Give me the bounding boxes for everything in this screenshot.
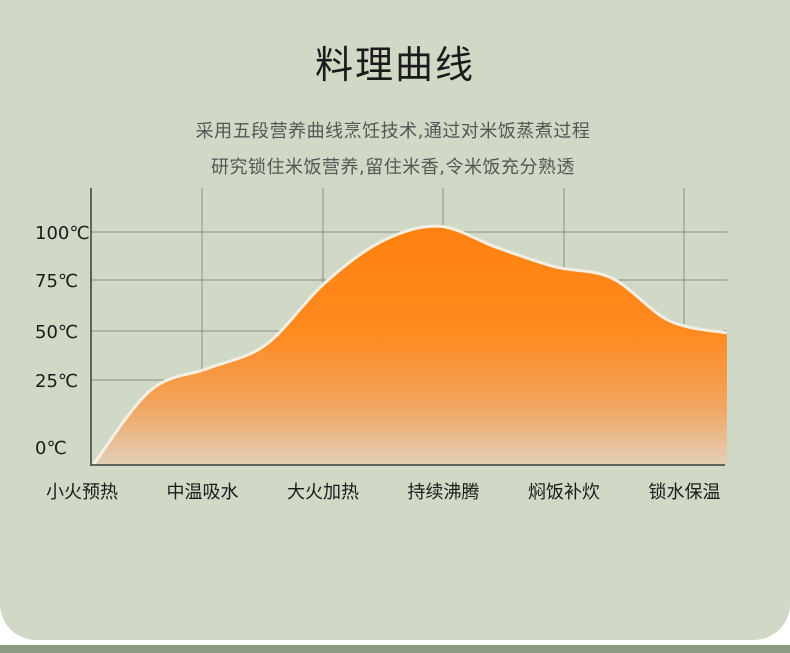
x-tick-label: 锁水保温 xyxy=(649,482,721,503)
curve-area xyxy=(91,224,728,466)
curve-area-glow xyxy=(170,360,690,465)
x-tick-label: 焖饭补炊 xyxy=(528,482,600,503)
subtitle-line-2: 研究锁住米饭营养,留住米香,令米饭充分熟透 xyxy=(211,157,575,178)
y-tick-label: 50℃ xyxy=(35,322,78,343)
y-tick-label: 100℃ xyxy=(35,223,90,244)
x-tick-label: 小火预热 xyxy=(46,482,118,503)
x-axis-labels: 小火预热 中温吸水 大火加热 持续沸腾 焖饭补炊 锁水保温 xyxy=(46,482,721,503)
y-tick-label: 25℃ xyxy=(35,371,78,392)
subtitle-line-1: 采用五段营养曲线烹饪技术,通过对米饭蒸煮过程 xyxy=(195,121,591,142)
curve-line xyxy=(91,224,728,466)
x-tick-label: 大火加热 xyxy=(287,482,359,503)
x-tick-label: 中温吸水 xyxy=(167,482,239,503)
y-tick-label: 0℃ xyxy=(35,438,67,459)
bottom-strip xyxy=(0,645,790,653)
axes xyxy=(90,188,725,466)
x-tick-label: 持续沸腾 xyxy=(408,482,480,503)
y-tick-label: 75℃ xyxy=(35,271,78,292)
page-title: 料理曲线 xyxy=(314,43,475,87)
y-axis-labels: 0℃ 25℃ 50℃ 75℃ 100℃ xyxy=(35,223,90,459)
